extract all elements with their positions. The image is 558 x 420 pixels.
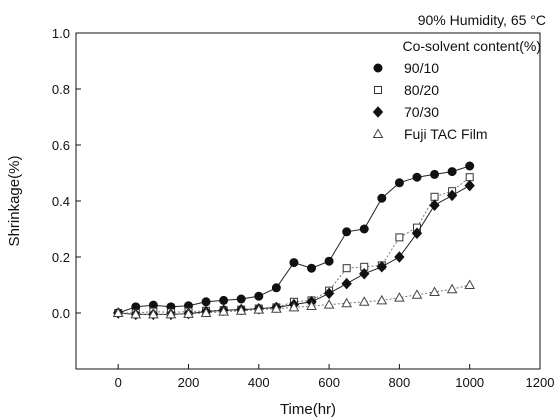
point-3-20 (464, 279, 476, 289)
point-0-7 (236, 294, 246, 304)
legend-marker-2 (372, 106, 384, 118)
point-1-16 (395, 233, 404, 242)
legend-label-2: 70/30 (404, 104, 439, 120)
x-tick-label-400: 400 (248, 375, 270, 390)
point-0-6 (219, 295, 229, 305)
point-3-4 (183, 308, 194, 318)
point-3-17 (411, 289, 423, 299)
series-0 (113, 161, 475, 318)
series-layer (112, 161, 476, 321)
point-2-12 (323, 287, 335, 300)
point-1-13 (342, 264, 351, 273)
point-3-11 (306, 300, 317, 310)
point-0-15 (377, 193, 387, 203)
point-0-12 (324, 256, 334, 266)
point-3-10 (288, 301, 300, 312)
y-tick-label-1: 0.2 (52, 250, 70, 265)
x-tick-label-1000: 1000 (455, 375, 484, 390)
point-3-2 (147, 308, 159, 319)
legend-marker-3 (372, 128, 384, 138)
point-0-19 (447, 167, 457, 177)
point-0-17 (412, 172, 422, 182)
y-tick-label-0: 0.0 (52, 306, 70, 321)
point-3-1 (130, 308, 142, 319)
point-3-15 (376, 294, 388, 305)
point-1-20 (465, 173, 474, 182)
x-tick-label-0: 0 (115, 375, 122, 390)
point-2-14 (359, 268, 370, 280)
point-0-5 (201, 297, 211, 307)
point-3-13 (341, 297, 353, 308)
x-tick-label-800: 800 (389, 375, 411, 390)
x-tick-label-1200: 1200 (526, 375, 555, 390)
point-0-18 (430, 169, 440, 179)
x-tick-label-600: 600 (318, 375, 340, 390)
point-0-20 (465, 161, 475, 171)
point-1-18 (430, 192, 439, 201)
series-3 (112, 279, 476, 319)
point-3-8 (253, 304, 265, 314)
x-axis-label: Time(hr) (280, 401, 336, 418)
point-3-7 (235, 305, 247, 315)
point-0-11 (307, 263, 317, 273)
point-2-15 (376, 261, 387, 273)
point-2-16 (394, 251, 405, 263)
legend-label-1: 80/20 (404, 82, 439, 98)
point-3-5 (200, 307, 212, 317)
y-tick-label-5: 1.0 (52, 26, 70, 41)
y-tick-label-4: 0.8 (52, 82, 70, 97)
point-3-14 (358, 296, 370, 306)
legend-marker-1 (374, 86, 382, 94)
point-3-12 (323, 299, 335, 309)
point-2-20 (464, 179, 475, 192)
point-2-19 (446, 189, 458, 202)
x-tick-label-200: 200 (178, 375, 200, 390)
legend: 90/10 80/20 70/30 Fuji TAC Film (372, 60, 487, 142)
point-2-13 (341, 277, 352, 290)
point-2-18 (429, 199, 440, 211)
plot-frame (75, 32, 541, 370)
point-0-14 (359, 224, 369, 234)
y-tick-label-2: 0.4 (52, 194, 70, 209)
point-0-9 (271, 283, 281, 293)
y-axis-label: Shrinkage(%) (6, 156, 23, 247)
point-0-10 (289, 258, 299, 268)
point-3-18 (429, 286, 440, 296)
series-2 (113, 179, 475, 321)
point-2-17 (411, 227, 423, 239)
point-3-6 (218, 306, 229, 316)
legend-label-3: Fuji TAC Film (404, 126, 487, 142)
point-3-16 (394, 292, 405, 302)
legend-title: Co-solvent content(%) (402, 38, 541, 54)
legend-marker-0 (373, 63, 383, 73)
point-3-3 (165, 308, 177, 319)
point-3-19 (446, 283, 458, 294)
point-3-9 (271, 303, 282, 313)
legend-label-0: 90/10 (404, 60, 439, 76)
axis-ticks: 0 200 400 600 800 1000 1200 0.0 0.2 0.4 0.6 0.8 1.0 (52, 26, 555, 390)
y-tick-label-3: 0.6 (52, 138, 70, 153)
point-0-13 (342, 227, 352, 237)
point-3-0 (112, 307, 124, 317)
point-0-8 (254, 291, 264, 301)
condition-label: 90% Humidity, 65 °C (418, 12, 546, 28)
series-line-3 (118, 284, 470, 315)
point-0-16 (394, 178, 404, 188)
